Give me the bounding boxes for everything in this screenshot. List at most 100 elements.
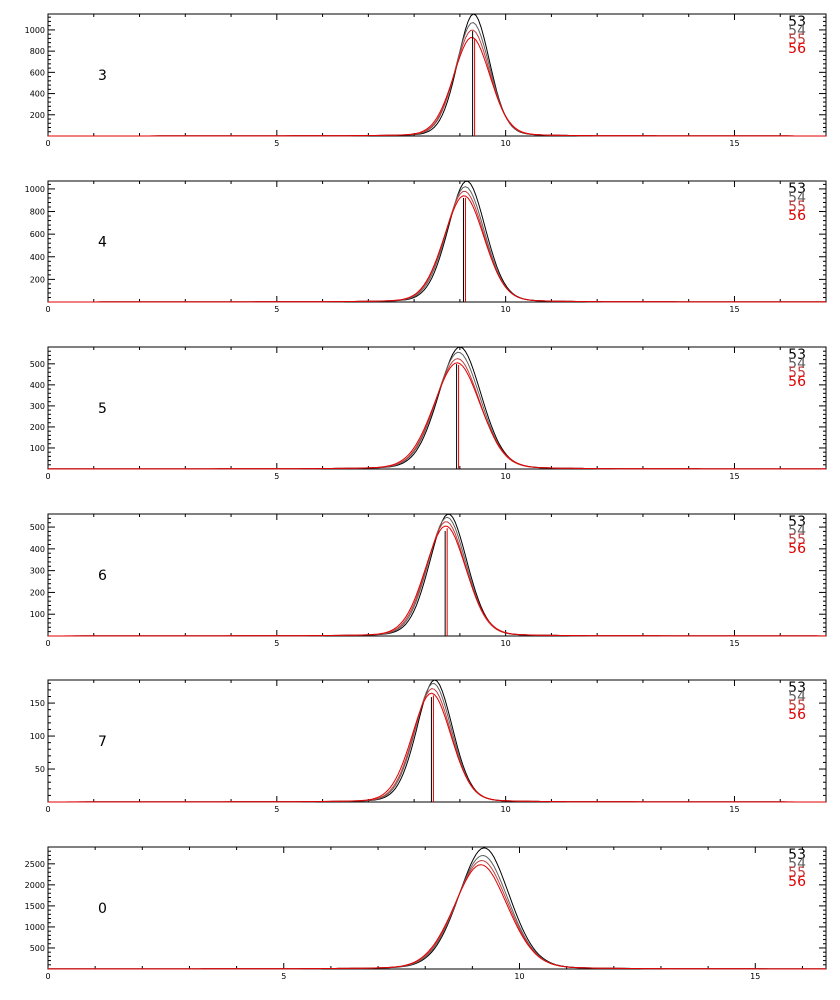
legend-entry: 55 <box>788 532 806 548</box>
legend-entry: 56 <box>788 874 806 890</box>
series-line-56 <box>48 692 826 803</box>
y-tick-label: 1000 <box>25 185 45 194</box>
x-tick-label: 15 <box>729 639 739 648</box>
series-line-53 <box>48 847 826 970</box>
series-line-55 <box>48 190 826 303</box>
y-tick-label: 400 <box>30 253 45 262</box>
x-tick-label: 10 <box>501 305 511 314</box>
x-tick-label: 0 <box>45 805 50 814</box>
y-tick-label: 100 <box>30 732 45 741</box>
y-tick-label: 2500 <box>25 860 45 869</box>
series-line-55 <box>48 358 826 470</box>
series-line-55 <box>48 859 826 970</box>
y-tick-label: 1000 <box>25 26 45 35</box>
legend-entry: 53 <box>788 14 806 30</box>
legend-entry: 55 <box>788 698 806 714</box>
legend-entry: 55 <box>788 365 806 381</box>
legend-entry: 53 <box>788 847 806 863</box>
series-line-56 <box>48 525 826 637</box>
legend-entry: 54 <box>788 856 806 872</box>
y-tick-label: 1000 <box>25 923 45 932</box>
x-tick-label: 10 <box>501 639 511 648</box>
panel-label: 4 <box>98 235 107 251</box>
x-tick-label: 10 <box>501 472 511 481</box>
x-tick-label: 5 <box>281 972 286 981</box>
y-tick-label: 400 <box>30 381 45 390</box>
legend-entry: 53 <box>788 680 806 696</box>
x-tick-label: 15 <box>729 139 739 148</box>
x-tick-label: 5 <box>274 139 279 148</box>
y-tick-label: 800 <box>30 208 45 217</box>
x-tick-label: 0 <box>45 472 50 481</box>
y-tick-label: 600 <box>30 68 45 77</box>
y-tick-label: 400 <box>30 90 45 99</box>
legend-entry: 56 <box>788 707 806 723</box>
y-tick-label: 500 <box>30 360 45 369</box>
x-tick-label: 0 <box>45 139 50 148</box>
y-tick-label: 200 <box>30 423 45 432</box>
y-tick-label: 200 <box>30 111 45 120</box>
x-tick-label: 15 <box>729 305 739 314</box>
plot-frame <box>47 679 827 803</box>
legend-entry: 54 <box>788 23 806 39</box>
legend-entry: 56 <box>788 41 806 57</box>
legend-entry: 53 <box>788 181 806 197</box>
panel-label: 5 <box>98 401 107 417</box>
y-tick-label: 200 <box>30 275 45 284</box>
series-line-54 <box>48 854 826 970</box>
legend-entry: 54 <box>788 689 806 705</box>
series-line-54 <box>48 186 826 303</box>
x-tick-label: 5 <box>274 472 279 481</box>
y-tick-label: 500 <box>30 944 45 953</box>
y-tick-label: 50 <box>35 765 45 774</box>
x-tick-label: 15 <box>729 805 739 814</box>
panel-label: 6 <box>98 568 107 584</box>
series-line-55 <box>48 688 826 803</box>
series-line-56 <box>48 36 826 137</box>
x-tick-label: 5 <box>274 305 279 314</box>
x-tick-label: 15 <box>750 972 760 981</box>
legend-entry: 54 <box>788 356 806 372</box>
y-tick-label: 1500 <box>25 902 45 911</box>
y-tick-label: 100 <box>30 610 45 619</box>
series-line-55 <box>48 521 826 637</box>
plot-frame <box>47 846 827 970</box>
legend-entry: 53 <box>788 347 806 363</box>
y-tick-label: 2000 <box>25 881 45 890</box>
plot-frame <box>47 13 827 137</box>
legend-entry: 55 <box>788 199 806 215</box>
legend-entry: 54 <box>788 523 806 539</box>
series-line-56 <box>48 362 826 470</box>
series-line-53 <box>48 180 826 303</box>
x-tick-label: 10 <box>501 139 511 148</box>
panel-label: 7 <box>98 734 107 750</box>
y-tick-label: 300 <box>30 402 45 411</box>
x-tick-label: 5 <box>274 639 279 648</box>
y-tick-label: 100 <box>30 444 45 453</box>
y-tick-label: 300 <box>30 567 45 576</box>
y-tick-label: 200 <box>30 588 45 597</box>
legend-entry: 54 <box>788 190 806 206</box>
legend-entry: 56 <box>788 541 806 557</box>
x-tick-label: 15 <box>729 472 739 481</box>
series-line-54 <box>48 682 826 803</box>
x-tick-label: 5 <box>274 805 279 814</box>
legend-entry: 55 <box>788 865 806 881</box>
legend-entry: 53 <box>788 514 806 530</box>
series-line-55 <box>48 29 826 137</box>
y-tick-label: 800 <box>30 47 45 56</box>
series-line-56 <box>48 864 826 970</box>
plot-frame <box>47 346 827 470</box>
x-tick-label: 0 <box>45 639 50 648</box>
x-tick-label: 0 <box>45 305 50 314</box>
plot-frame <box>47 180 827 303</box>
x-tick-label: 0 <box>45 972 50 981</box>
panel-label: 0 <box>98 901 107 917</box>
y-tick-label: 400 <box>30 545 45 554</box>
series-line-53 <box>48 346 826 470</box>
x-tick-label: 10 <box>514 972 524 981</box>
